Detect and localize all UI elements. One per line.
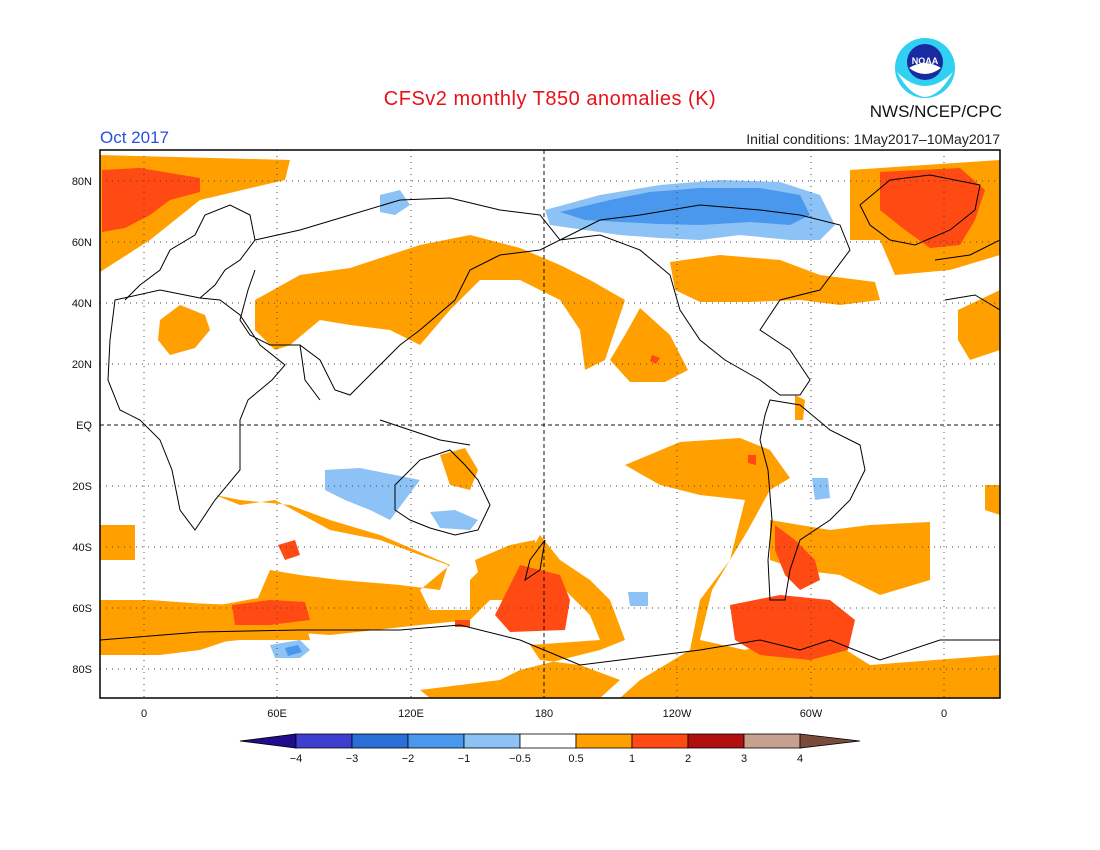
colorbar-cell	[631, 733, 689, 749]
colorbar-label: 3	[741, 753, 747, 765]
lon-label: 60E	[267, 708, 287, 720]
agency-label: NWS/NCEP/CPC	[869, 102, 1002, 121]
lat-label: 60N	[72, 237, 92, 249]
initial-conditions-label: Initial conditions: 1May2017–10May2017	[746, 131, 1000, 147]
colorbar-arrow-left	[239, 733, 297, 749]
colorbar-labels: −4 −3 −2 −1 −0.5 0.5 1 2 3 4	[290, 753, 803, 765]
colorbar-label: 1	[629, 753, 635, 765]
colorbar-cell	[463, 733, 521, 749]
colorbar-label: 4	[797, 753, 803, 765]
coastlines	[100, 174, 1000, 666]
colorbar-label: −2	[402, 753, 415, 765]
lat-label: 80N	[72, 176, 92, 188]
colorbar-cell	[519, 733, 577, 749]
anomaly-field	[100, 150, 1000, 698]
chart-title: CFSv2 monthly T850 anomalies (K)	[383, 88, 717, 110]
lat-label: 40N	[72, 298, 92, 310]
colorbar-label: 2	[685, 753, 691, 765]
colorbar-label: 0.5	[568, 753, 583, 765]
lat-label: EQ	[76, 420, 92, 432]
colorbar-cell	[743, 733, 801, 749]
valid-month-label: Oct 2017	[100, 128, 169, 147]
lon-label: 0	[141, 708, 147, 720]
colorbar-label: −1	[458, 753, 471, 765]
map-frame	[99, 149, 1001, 699]
lat-labels: 80N 60N 40N 20N EQ 20S 40S 60S 80S	[72, 176, 93, 676]
lat-label: 20S	[72, 481, 92, 493]
colorbar-cell	[295, 733, 353, 749]
lat-label: 80S	[72, 664, 92, 676]
colorbar-label: −3	[346, 753, 359, 765]
lon-label: 180	[535, 708, 553, 720]
lon-label: 120E	[398, 708, 424, 720]
lon-labels: 0 60E 120E 180 120W 60W 0	[141, 708, 947, 720]
lat-label: 20N	[72, 359, 92, 371]
noaa-logo: NOAA	[895, 38, 955, 98]
colorbar-cell	[575, 733, 633, 749]
lon-label: 120W	[663, 708, 692, 720]
colorbar-arrow-right	[799, 733, 861, 749]
colorbar-label: −0.5	[509, 753, 531, 765]
equator-dateline	[100, 150, 1000, 698]
lon-label: 60W	[800, 708, 823, 720]
colorbar-cell	[407, 733, 465, 749]
lat-label: 60S	[72, 603, 92, 615]
lon-label: 0	[941, 708, 947, 720]
colorbar-cell	[351, 733, 409, 749]
lat-label: 40S	[72, 542, 92, 554]
graticule	[100, 150, 1000, 698]
colorbar	[239, 733, 861, 749]
colorbar-label: −4	[290, 753, 303, 765]
colorbar-cell	[687, 733, 745, 749]
logo-text: NOAA	[912, 56, 939, 66]
